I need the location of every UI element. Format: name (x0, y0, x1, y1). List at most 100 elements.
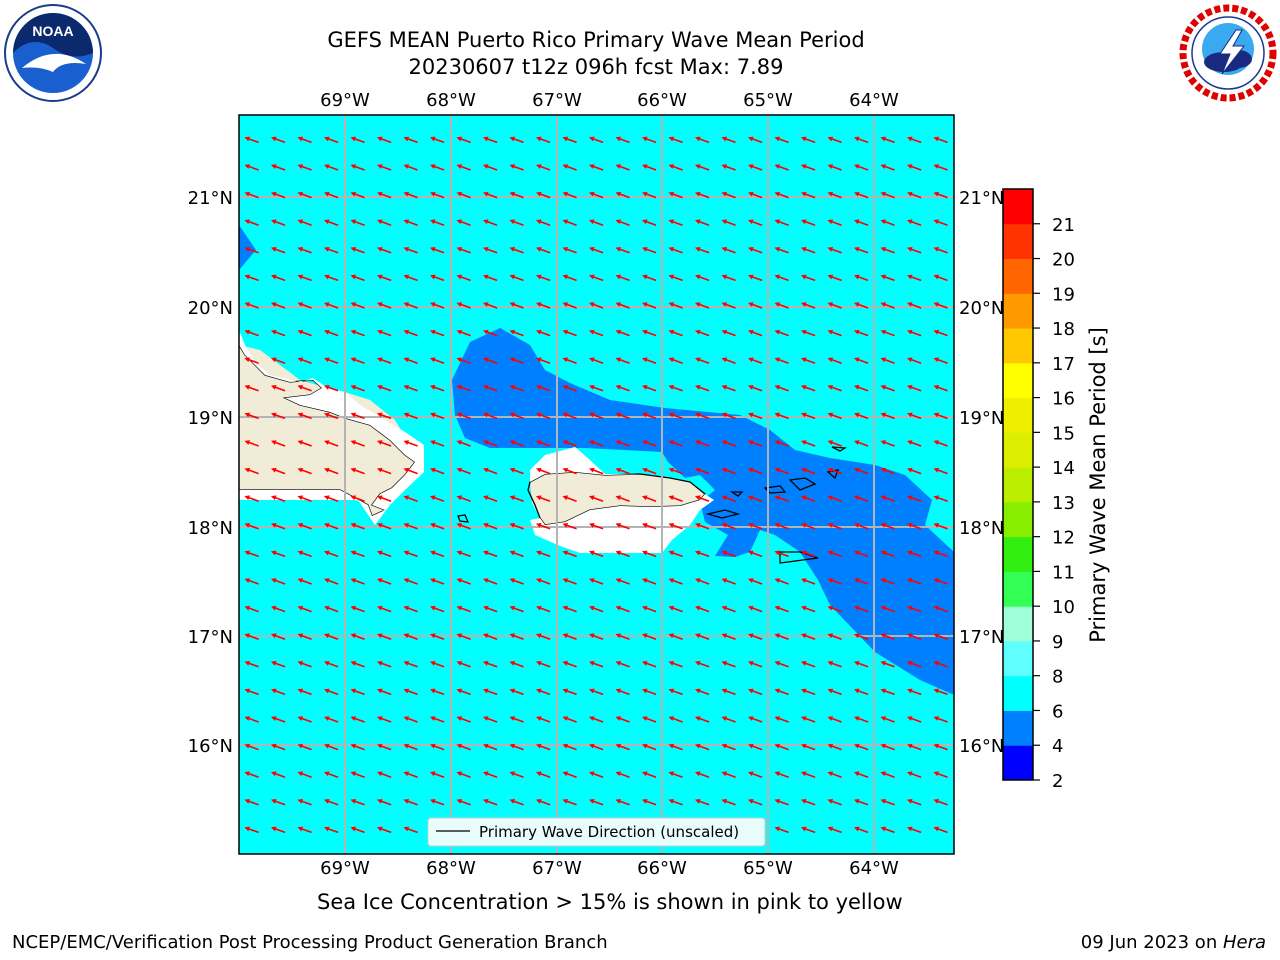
wave-direction-arrow (403, 247, 418, 254)
wave-direction-arrow (562, 302, 577, 309)
wave-direction-arrow (668, 164, 683, 171)
wave-direction-arrow (668, 219, 683, 226)
wave-direction-arrow (933, 826, 948, 834)
wave-direction-arrow (535, 550, 551, 558)
colorbar-tick-label: 12 (1052, 528, 1075, 549)
wave-direction-arrow (350, 274, 365, 282)
wave-direction-arrow (244, 578, 259, 585)
latitude-label: 17°N (959, 627, 1004, 648)
wave-direction-arrow (297, 799, 312, 806)
wave-direction-arrow (800, 523, 816, 530)
wave-direction-arrow (721, 799, 736, 806)
wave-direction-arrow (588, 440, 604, 447)
colorbar-tick-label: 6 (1052, 701, 1063, 722)
wave-direction-arrow (509, 495, 524, 502)
colorbar (1002, 188, 1034, 781)
wave-direction-arrow (694, 467, 710, 475)
wave-direction-arrow (721, 302, 736, 309)
wave-direction-arrow (641, 467, 657, 475)
wave-direction-arrow (800, 771, 816, 778)
wave-direction-arrow (482, 164, 498, 171)
wave-direction-arrow (721, 661, 736, 668)
legend-label: Primary Wave Direction (unscaled) (479, 823, 739, 841)
wave-direction-arrow (323, 219, 339, 226)
wave-direction-arrow (800, 550, 816, 558)
wave-direction-arrow (800, 661, 816, 668)
wave-direction-arrow (350, 440, 365, 447)
chart-subtitle: 20230607 t12z 096h fcst Max: 7.89 (408, 55, 784, 79)
wave-direction-arrow (933, 495, 948, 502)
wave-direction-arrow (641, 743, 657, 751)
longitude-label: 66°W (637, 858, 687, 879)
wave-direction-arrow (297, 274, 312, 282)
wave-direction-arrow (906, 550, 922, 558)
latitude-labels-left: 21°N 20°N 19°N 18°N 17°N 16°N (188, 188, 233, 757)
wave-direction-arrow (403, 136, 418, 144)
wave-direction-arrow (721, 578, 736, 585)
wave-direction-arrow (774, 412, 789, 420)
wave-direction-arrow (403, 716, 418, 723)
colorbar-segment (1003, 501, 1033, 538)
wave-direction-arrow (827, 605, 842, 613)
wave-direction-arrow (509, 219, 524, 226)
wave-direction-arrow (668, 743, 683, 751)
wave-direction-arrow (323, 412, 339, 420)
wave-direction-arrow (774, 661, 789, 668)
wave-direction-arrow (774, 164, 789, 171)
wave-direction-arrow (906, 136, 922, 144)
wave-direction-arrow (482, 633, 498, 640)
wave-direction-arrow (297, 302, 312, 309)
wave-direction-arrow (800, 578, 816, 585)
wave-direction-arrow (403, 357, 418, 364)
colorbar-tick-label: 15 (1052, 423, 1075, 444)
footer-date: 09 Jun 2023 on Hera (1081, 932, 1266, 953)
wave-direction-arrow (906, 661, 922, 668)
wave-direction-arrow (588, 302, 604, 309)
wave-direction-arrow (562, 743, 577, 751)
wave-direction-arrow (376, 495, 392, 502)
wave-direction-arrow (376, 302, 392, 309)
wave-direction-arrow (535, 523, 551, 530)
colorbar-segment (1003, 397, 1033, 433)
wave-direction-arrow (615, 771, 630, 778)
wave-direction-arrow (297, 385, 312, 392)
wave-direction-arrow (641, 523, 657, 530)
wave-direction-arrow (747, 495, 763, 502)
wave-direction-arrow (721, 385, 736, 392)
wave-direction-arrow (509, 578, 524, 585)
wave-direction-arrow (482, 661, 498, 668)
wave-direction-arrow (933, 385, 948, 392)
colorbar-tick-label: 2 (1052, 771, 1063, 792)
wave-direction-arrow (694, 578, 710, 585)
wave-direction-arrow (403, 219, 418, 226)
wave-direction-arrow (509, 440, 524, 447)
wave-direction-arrow (694, 385, 710, 392)
colorbar-tick-label: 14 (1052, 458, 1075, 479)
wave-direction-arrow (853, 440, 869, 447)
wave-direction-arrow (747, 440, 763, 447)
wave-direction-arrow (933, 247, 948, 254)
wave-direction-arrow (376, 605, 392, 613)
wave-direction-arrow (429, 578, 445, 585)
wave-direction-arrow (562, 578, 577, 585)
wave-direction-arrow (721, 495, 736, 502)
wave-direction-arrow (535, 357, 551, 364)
wave-direction-arrow (429, 357, 445, 364)
wave-direction-arrow (562, 716, 577, 723)
wave-direction-arrow (774, 302, 789, 309)
colorbar-frame (1002, 188, 1034, 781)
wave-direction-arrow (880, 661, 895, 668)
wave-direction-arrow (535, 578, 551, 585)
wave-direction-arrow (350, 799, 365, 806)
wave-direction-arrow (429, 164, 445, 171)
wave-direction-arrow (906, 440, 922, 447)
wave-direction-arrow (827, 826, 842, 834)
wave-direction-arrow (509, 412, 524, 420)
wave-direction-arrow (403, 164, 418, 171)
wave-direction-arrow (535, 495, 551, 502)
latitude-labels-right: 21°N 20°N 19°N 18°N 17°N 16°N (959, 188, 1004, 757)
wave-direction-arrow (800, 799, 816, 806)
wave-direction-arrow (880, 219, 895, 226)
wave-direction-arrow (323, 385, 339, 392)
colorbar-segment (1003, 362, 1033, 399)
